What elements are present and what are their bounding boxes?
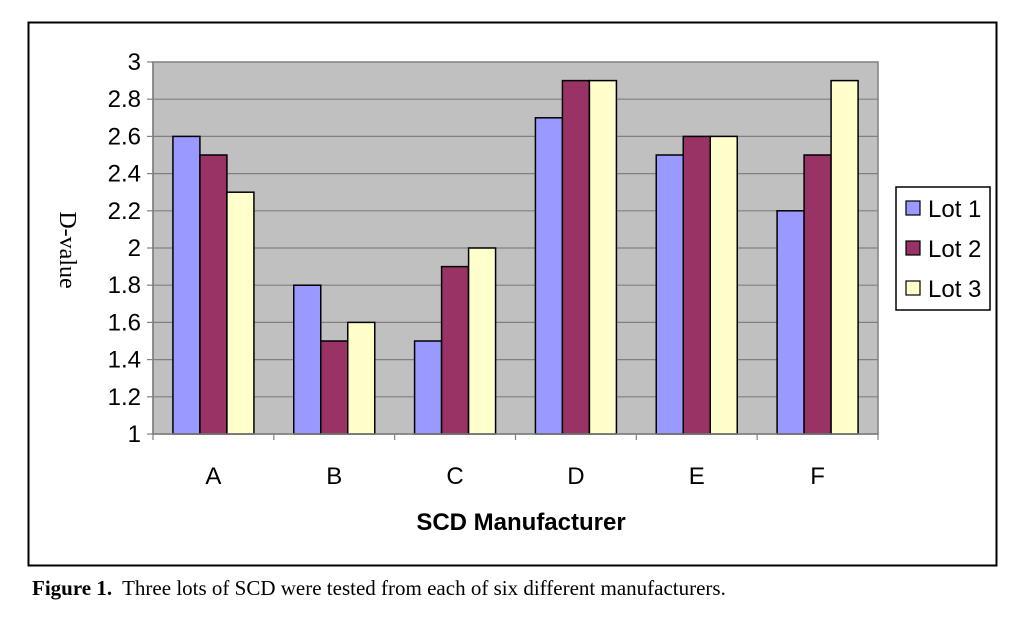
- bar-B-lot-1: [293, 284, 322, 435]
- caption-text: Three lots of SCD were tested from each …: [122, 576, 726, 600]
- bar-C-lot-2: [440, 265, 470, 435]
- x-tick-label: A: [205, 463, 221, 490]
- legend-swatch: [905, 200, 921, 216]
- y-axis-title: D-value: [54, 211, 80, 288]
- bar-E-lot-2: [682, 135, 711, 435]
- x-tick-label: B: [326, 463, 342, 490]
- x-tick-label: C: [446, 463, 463, 490]
- bar-F-lot-2: [803, 154, 832, 435]
- bar-C-lot-1: [413, 340, 443, 435]
- figure-caption: Figure 1. Three lots of SCD were tested f…: [32, 576, 726, 601]
- bar-A-lot-3: [226, 191, 255, 435]
- bar-D-lot-1: [534, 117, 564, 435]
- y-tick-label: 3: [128, 49, 141, 76]
- y-tick-label: 1.8: [108, 272, 141, 299]
- bar-A-lot-2: [199, 154, 228, 435]
- y-tick-label: 1.6: [108, 309, 141, 336]
- y-tick-label: 2.8: [108, 86, 141, 113]
- legend-swatch: [905, 280, 921, 296]
- bar-E-lot-1: [655, 154, 684, 435]
- y-tick-label: 1.4: [108, 347, 141, 374]
- bar-chart: 1 1.2 1.4 1.6 1.8 2 2.2 2.4 2.6 2.8 3 A B C D E F SCD Ma…: [27, 21, 998, 567]
- y-tick-label: 1.2: [108, 384, 141, 411]
- bar-A-lot-1: [172, 135, 201, 435]
- bar-D-lot-3: [588, 79, 618, 435]
- y-tick-label: 1: [128, 421, 141, 448]
- bar-B-lot-3: [347, 321, 376, 435]
- bar-F-lot-3: [830, 79, 859, 435]
- x-tick-label: E: [689, 463, 705, 490]
- y-tick-label: 2.6: [108, 123, 141, 150]
- bar-E-lot-3: [709, 135, 738, 435]
- legend-swatch: [905, 240, 921, 256]
- bar-D-lot-2: [561, 79, 591, 435]
- legend-label: Lot 2: [928, 236, 981, 263]
- legend: Lot 1 Lot 2 Lot 3: [895, 186, 991, 311]
- bar-F-lot-1: [776, 210, 805, 435]
- x-tick-label: F: [810, 463, 825, 490]
- x-axis-title: SCD Manufacturer: [416, 509, 625, 536]
- caption-label: Figure 1.: [32, 576, 113, 600]
- y-tick-label: 2.2: [108, 198, 141, 225]
- x-tick-label: D: [567, 463, 584, 490]
- bar-B-lot-2: [320, 340, 349, 435]
- legend-label: Lot 1: [928, 196, 981, 223]
- bar-C-lot-3: [467, 247, 497, 435]
- y-tick-label: 2.4: [108, 161, 141, 188]
- legend-label: Lot 3: [928, 276, 981, 303]
- y-tick-label: 2: [128, 235, 141, 262]
